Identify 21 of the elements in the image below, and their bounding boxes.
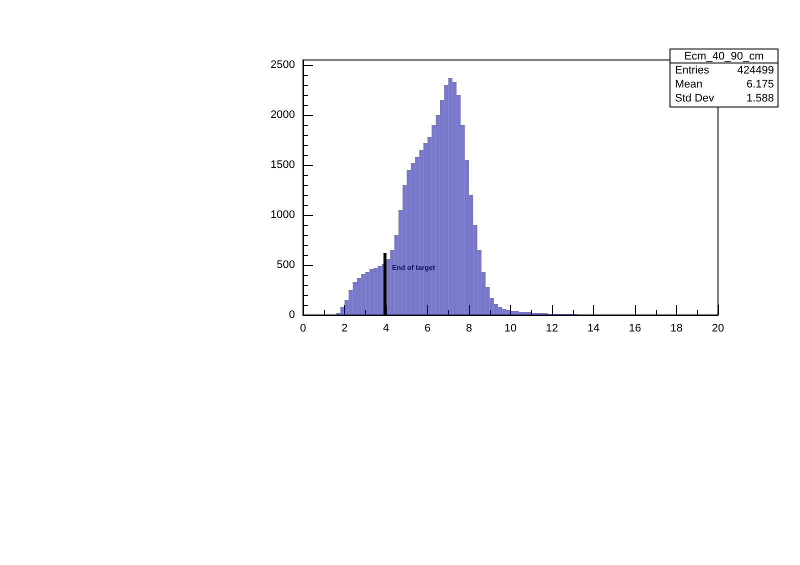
x-tick-label: 8 — [466, 322, 472, 334]
y-tick-label: 1500 — [270, 159, 295, 171]
x-tick-label: 20 — [712, 322, 724, 334]
text: Mean 6.175 — [675, 78, 774, 90]
x-tick-label: 12 — [546, 322, 558, 334]
x-tick-label: 2 — [341, 322, 348, 334]
x-tick-label: 10 — [504, 322, 517, 334]
x-tick-label: 0 — [300, 322, 306, 334]
y-tick-label: 500 — [276, 259, 295, 271]
x-tick-label: 6 — [424, 322, 431, 334]
x-tick-label: 4 — [382, 322, 390, 334]
y-tick-label: 0 — [288, 309, 295, 321]
y-tick-label: 2500 — [270, 59, 295, 71]
text: Entries 424499 — [675, 64, 774, 76]
y-tick-label: 1000 — [270, 209, 295, 221]
x-tick-label: 18 — [670, 322, 683, 334]
text: Std Dev 1.588 — [675, 92, 774, 104]
chart-title: Ecm_40_90_cm — [684, 50, 764, 62]
x-tick-label: 16 — [628, 322, 642, 334]
y-tick-label: 2000 — [270, 109, 295, 121]
x-tick-label: 14 — [587, 322, 600, 334]
